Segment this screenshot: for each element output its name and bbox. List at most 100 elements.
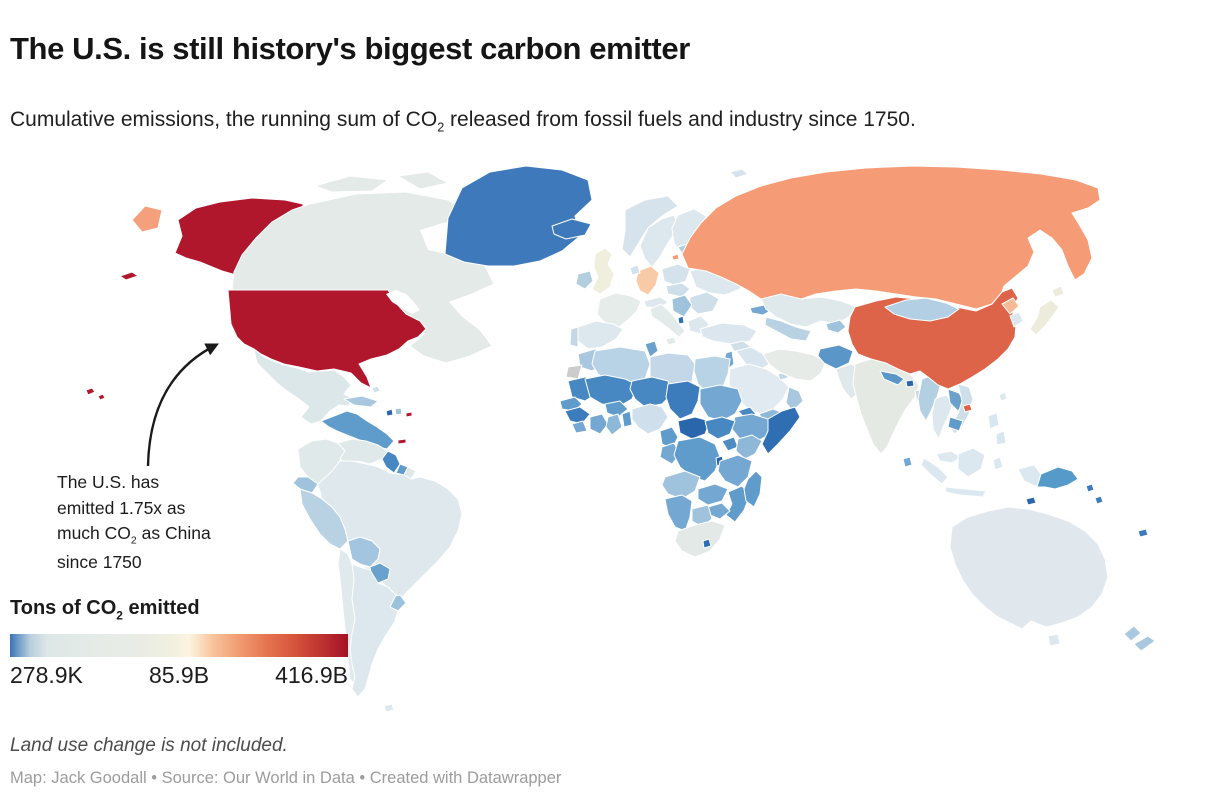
country-kazakhstan[interactable] [760,293,857,328]
country-central-america[interactable] [320,410,395,450]
country-sudan[interactable] [699,384,743,422]
co2-subscript: 2 [437,120,445,135]
country-hainan[interactable] [962,403,973,413]
country-united-kingdom[interactable] [591,247,615,295]
country-kyrgyzstan-tajikistan[interactable] [825,319,847,334]
country-ireland[interactable] [575,270,594,290]
country-portugal[interactable] [569,326,579,348]
legend-mid-label: 85.9B [148,662,210,689]
country-afghanistan[interactable] [817,344,854,370]
country-taiwan[interactable] [998,391,1008,402]
country-germany[interactable] [635,265,660,296]
country-poland[interactable] [661,263,691,286]
country-guyana[interactable] [381,450,401,474]
country-iran[interactable] [762,348,827,382]
country-svalbard[interactable] [729,168,749,179]
country-thailand[interactable] [931,394,954,440]
country-nepal[interactable] [879,370,905,386]
country-chad[interactable] [665,380,701,420]
country-greenland[interactable] [444,165,593,267]
country-france[interactable] [596,292,642,328]
country-dominican-republic[interactable] [394,407,403,416]
country-bolivia[interactable] [347,536,381,568]
map-annotation: The U.S. has emitted 1.75x as much CO2 a… [57,470,211,575]
country-zambia[interactable] [697,483,729,506]
country-namibia[interactable] [664,494,693,532]
country-nigeria[interactable] [631,403,669,435]
country-russia[interactable] [681,165,1101,315]
chart-subtitle: Cumulative emissions, the running sum of… [10,105,916,137]
country-western-sahara[interactable] [565,364,583,380]
country-bhutan[interactable] [905,379,915,388]
country-pacific-islands[interactable] [1085,483,1149,538]
country-benelux[interactable] [629,264,641,276]
country-canada-arctic-islands[interactable] [314,171,449,193]
co2-subscript: 2 [130,535,137,548]
country-turkey[interactable] [699,322,758,345]
country-philippines[interactable] [987,412,1007,446]
country-cambodia[interactable] [947,416,964,432]
country-puerto-rico[interactable] [405,411,413,418]
country-cuba[interactable] [343,395,379,408]
country-mali[interactable] [584,374,639,408]
country-caribbean-islands[interactable] [397,438,407,445]
country-ivory-coast[interactable] [589,413,609,435]
country-hawaii[interactable] [85,387,106,401]
country-tunisia[interactable] [644,340,659,358]
country-malaysia[interactable] [935,450,962,464]
country-south-africa[interactable] [674,520,726,558]
country-bahamas[interactable] [371,385,381,394]
countries-layer [85,165,1156,713]
legend-max-label: 416.9B [275,662,348,689]
country-china[interactable] [847,287,1019,390]
country-balkans[interactable] [671,294,693,318]
country-timor-leste[interactable] [1025,496,1037,506]
country-guinea[interactable] [564,406,591,425]
legend-labels: 278.9K 85.9B 416.9B [10,662,348,690]
country-romania-bulgaria[interactable] [689,291,720,315]
country-argentina[interactable] [349,563,399,698]
country-mongolia[interactable] [884,297,960,322]
country-lesotho[interactable] [702,538,712,549]
country-spain[interactable] [577,320,624,350]
country-indonesia[interactable] [920,447,1042,498]
country-sweden[interactable] [639,214,679,268]
country-iceland[interactable] [551,218,592,240]
country-chukotka-russia[interactable] [131,205,163,233]
legend-gradient-bar[interactable] [10,634,348,658]
country-niger[interactable] [629,376,673,408]
country-albania[interactable] [677,315,685,325]
country-central-african-republic[interactable] [677,416,711,440]
country-tanzania[interactable] [717,454,753,488]
country-czechia-hungary[interactable] [665,282,691,298]
country-north-korea[interactable] [1001,297,1020,315]
country-haiti[interactable] [385,408,394,417]
country-kaliningrad[interactable] [671,253,680,261]
country-falkland-islands[interactable] [383,703,395,713]
country-uzbekistan-turkmenistan[interactable] [764,316,812,342]
country-burkina-faso[interactable] [604,400,629,418]
country-japan[interactable] [1029,285,1065,336]
country-south-korea[interactable] [1009,311,1024,328]
country-sri-lanka[interactable] [902,456,913,468]
country-ghana[interactable] [605,413,623,436]
country-oman[interactable] [785,386,804,412]
country-tasmania[interactable] [1047,633,1061,647]
country-togo-benin[interactable] [621,410,633,428]
country-somalia[interactable] [761,406,801,455]
country-uganda[interactable] [721,436,739,452]
country-mozambique[interactable] [725,485,751,523]
country-madagascar[interactable] [743,470,763,508]
country-mexico[interactable] [253,348,353,425]
country-south-sudan[interactable] [704,416,736,440]
country-italy[interactable] [649,303,686,346]
country-drc[interactable] [673,436,721,482]
country-papua-new-guinea[interactable] [1036,466,1079,490]
country-kenya[interactable] [735,434,763,460]
country-sierra-leone-liberia[interactable] [571,420,588,434]
country-angola[interactable] [661,470,701,500]
country-australia[interactable] [949,506,1109,630]
footnote: Land use change is not included. [10,735,288,756]
country-new-zealand[interactable] [1123,625,1156,652]
country-venezuela[interactable] [337,438,389,466]
